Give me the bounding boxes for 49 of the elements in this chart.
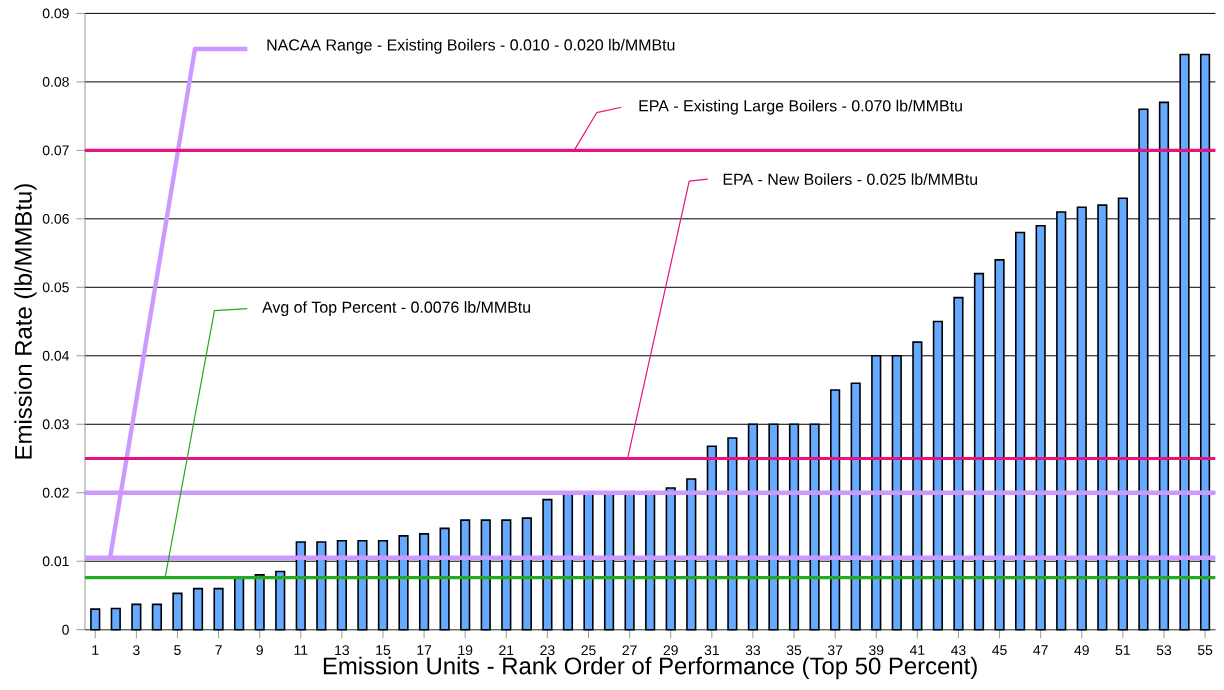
x-tick-label: 11	[294, 645, 308, 655]
y-tick-label: 0.01	[42, 556, 69, 567]
x-tick-label: 31	[704, 645, 719, 656]
y-tick-label: 0.08	[42, 77, 69, 87]
y-tick-label: 0.02	[42, 487, 69, 498]
x-tick-label: 47	[1033, 645, 1048, 655]
y-tick-label: 0.04	[42, 351, 69, 361]
x-tick-label: 35	[786, 645, 802, 656]
x-tick-label: 33	[745, 645, 761, 656]
y-tick-label: 0	[62, 624, 69, 635]
x-tick-label: 27	[622, 645, 637, 656]
x-tick-label: 19	[458, 645, 473, 656]
x-tick-label: 39	[869, 645, 884, 656]
x-tick-label: 29	[663, 645, 678, 656]
x-tick-label: 49	[1074, 645, 1089, 656]
y-tick-label: 0.05	[42, 282, 69, 293]
x-tick-label: 5	[174, 645, 181, 656]
bar	[192, 587, 204, 631]
x-tick-label: 9	[256, 645, 263, 656]
ref-line-label: EPA - Existing Large Boilers - 0.070 lb/MMBtu	[639, 99, 962, 115]
bar	[275, 570, 286, 631]
ref-line-label: NACAA Range - Existing Boilers - 0.010 - 0.020 lb/MMBtu	[267, 38, 675, 54]
x-tick-label: 25	[581, 645, 596, 656]
x-tick-label: 55	[1197, 645, 1213, 656]
x-tick-label: 13	[335, 645, 349, 656]
y-tick-label: 0.03	[42, 419, 69, 430]
bar	[151, 603, 163, 631]
x-tick-label: 7	[215, 645, 222, 655]
y-axis-title: Emission Rate (lb/MMBtu)	[14, 184, 37, 459]
x-tick-label: 41	[909, 645, 925, 655]
x-tick-label: 51	[1115, 645, 1130, 656]
x-tick-label: 3	[133, 645, 140, 656]
x-tick-label: 17	[417, 645, 432, 655]
x-tick-label: 37	[827, 645, 843, 656]
bar	[233, 576, 245, 631]
ref-line-label: Avg of Top Percent - 0.0076 lb/MMBtu	[262, 301, 531, 317]
bar	[110, 607, 121, 631]
y-tick-label: 0.06	[42, 214, 69, 224]
x-tick-label: 45	[992, 645, 1007, 656]
x-axis-title: Emission Units - Rank Order of Performance (Top 50 Percent)	[323, 656, 977, 680]
x-tick-label: 53	[1156, 645, 1172, 656]
y-tick-label: 0.09	[42, 8, 69, 19]
x-tick-label: 23	[540, 645, 555, 656]
x-tick-label: 15	[376, 645, 391, 656]
x-tick-label: 1	[92, 645, 99, 655]
ref-line-label: EPA - New Boilers - 0.025 lb/MMBtu	[723, 173, 978, 186]
y-tick-label: 0.07	[42, 145, 69, 156]
x-tick-label: 21	[499, 645, 514, 656]
x-tick-label: 43	[951, 645, 966, 656]
